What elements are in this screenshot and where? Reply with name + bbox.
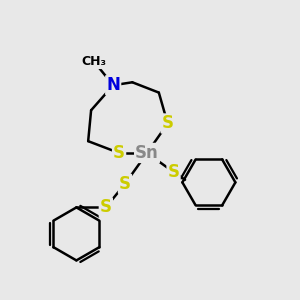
Text: S: S bbox=[119, 175, 131, 193]
Text: S: S bbox=[113, 144, 125, 162]
Text: CH₃: CH₃ bbox=[82, 55, 106, 68]
Text: S: S bbox=[168, 163, 180, 181]
Text: Sn: Sn bbox=[135, 144, 159, 162]
Text: N: N bbox=[106, 76, 120, 94]
Text: S: S bbox=[100, 198, 112, 216]
Text: S: S bbox=[162, 115, 174, 133]
